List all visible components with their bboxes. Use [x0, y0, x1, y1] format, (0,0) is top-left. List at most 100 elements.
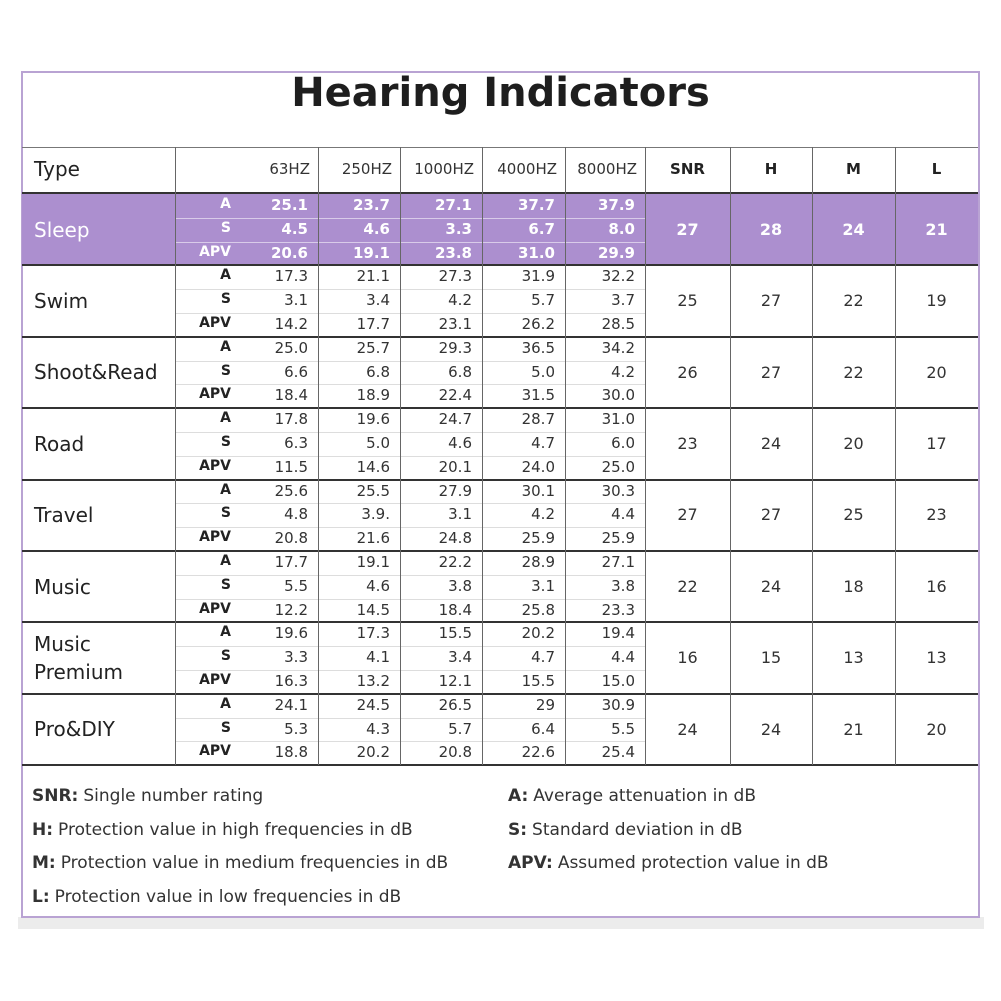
value-cell: 4.7	[531, 648, 555, 667]
value-cell: 24.5	[356, 695, 390, 714]
value-cell: 12.1	[438, 672, 472, 690]
value-cell: 27.3	[438, 267, 472, 286]
rating-cell: 25	[843, 505, 864, 525]
value-cell: 3.1	[531, 576, 555, 595]
rating-cell: 15	[760, 648, 782, 668]
value-cell: 19.1	[352, 243, 390, 262]
rating-cell: 24	[677, 719, 698, 739]
value-cell: 4.2	[531, 505, 555, 524]
type-cell: Sleep	[34, 217, 90, 242]
sub-divider	[175, 432, 645, 433]
value-cell: 5.3	[284, 719, 308, 738]
header-cell: 63HZ	[269, 160, 310, 178]
rating-cell: 27	[677, 505, 698, 525]
rating-cell: 16	[677, 648, 698, 668]
value-cell: 31.0	[517, 243, 555, 262]
value-cell: 26.5	[438, 695, 472, 714]
value-cell: 27.1	[601, 553, 635, 571]
sub-divider	[175, 574, 645, 576]
legend-item: APV: Assumed protection value in dB	[508, 853, 829, 873]
legend-text: Assumed protection value in dB	[557, 853, 829, 873]
column-divider	[895, 147, 896, 766]
value-cell: 5.5	[611, 719, 635, 738]
legend-key: M:	[32, 853, 56, 873]
value-cell: 25.0	[601, 457, 635, 476]
value-cell: 4.6	[363, 219, 390, 238]
value-cell: 15.5	[438, 624, 472, 643]
measure-label: S	[220, 719, 231, 736]
value-cell: 14.2	[274, 315, 308, 333]
value-cell: 31.9	[521, 267, 555, 286]
sub-divider	[175, 646, 645, 648]
value-cell: 4.4	[611, 648, 635, 667]
value-cell: 37.7	[517, 196, 555, 214]
value-cell: 14.5	[356, 600, 390, 619]
measure-label: A	[220, 196, 231, 212]
row-divider	[22, 478, 978, 481]
value-cell: 24.0	[521, 457, 555, 476]
sub-divider	[175, 241, 645, 243]
sub-divider	[175, 455, 645, 457]
value-cell: 32.2	[601, 267, 635, 286]
header-bottom	[22, 192, 978, 194]
legend-key: H:	[32, 819, 54, 840]
value-cell: 4.2	[611, 362, 635, 381]
type-cell: Swim	[34, 289, 89, 314]
column-divider	[175, 147, 176, 766]
rating-cell: 18	[843, 576, 864, 596]
value-cell: 3.1	[448, 505, 472, 524]
measure-label: S	[220, 434, 231, 450]
value-cell: 11.5	[274, 457, 308, 476]
value-cell: 31.5	[521, 386, 555, 405]
value-cell: 5.0	[531, 362, 555, 381]
value-cell: 3.1	[284, 291, 308, 310]
measure-label: APV	[199, 529, 231, 546]
rating-cell: 22	[677, 576, 698, 596]
rating-cell: 28	[759, 219, 783, 239]
rating-cell: 22	[843, 291, 864, 311]
header-cell: 250HZ	[341, 160, 392, 178]
rating-cell: 17	[926, 433, 947, 453]
highlight-row	[22, 194, 978, 266]
value-cell: 25.8	[521, 600, 555, 619]
value-cell: 6.3	[284, 434, 308, 452]
value-cell: 12.2	[274, 600, 308, 619]
value-cell: 4.5	[281, 219, 308, 238]
measure-label: S	[220, 291, 231, 308]
value-cell: 30.9	[601, 695, 635, 714]
value-cell: 6.8	[366, 362, 390, 381]
rating-cell: 22	[843, 362, 864, 382]
sub-divider	[175, 217, 645, 219]
value-cell: 27.1	[434, 196, 472, 214]
rating-cell: 24	[760, 433, 782, 453]
value-cell: 16.3	[274, 672, 308, 690]
value-cell: 20.1	[438, 457, 472, 476]
value-cell: 34.2	[601, 338, 635, 357]
measure-label: A	[220, 553, 231, 569]
legend-key: A:	[508, 786, 529, 806]
value-cell: 19.6	[356, 410, 390, 429]
value-cell: 13.2	[356, 672, 390, 690]
value-cell: 3.9.	[361, 505, 390, 524]
measure-label: APV	[199, 243, 231, 260]
measure-label: APV	[199, 743, 231, 760]
type-cell: Travel	[34, 503, 94, 528]
rating-cell: 24	[760, 576, 782, 596]
column-divider	[645, 147, 646, 766]
frame	[21, 71, 980, 918]
value-cell: 36.5	[521, 338, 555, 357]
rating-cell: 20	[926, 362, 947, 382]
value-cell: 3.3	[445, 219, 472, 238]
value-cell: 28.7	[521, 410, 555, 429]
header-cell: M	[846, 160, 861, 178]
sub-divider	[175, 527, 645, 529]
row-divider	[22, 621, 978, 624]
value-cell: 22.6	[521, 743, 555, 762]
row-divider	[22, 764, 978, 767]
value-cell: 25.4	[601, 743, 635, 762]
value-cell: 6.4	[531, 719, 555, 738]
value-cell: 19.4	[601, 624, 635, 643]
value-cell: 20.6	[270, 243, 308, 262]
measure-label: APV	[199, 315, 231, 331]
measure-label: S	[220, 362, 231, 379]
